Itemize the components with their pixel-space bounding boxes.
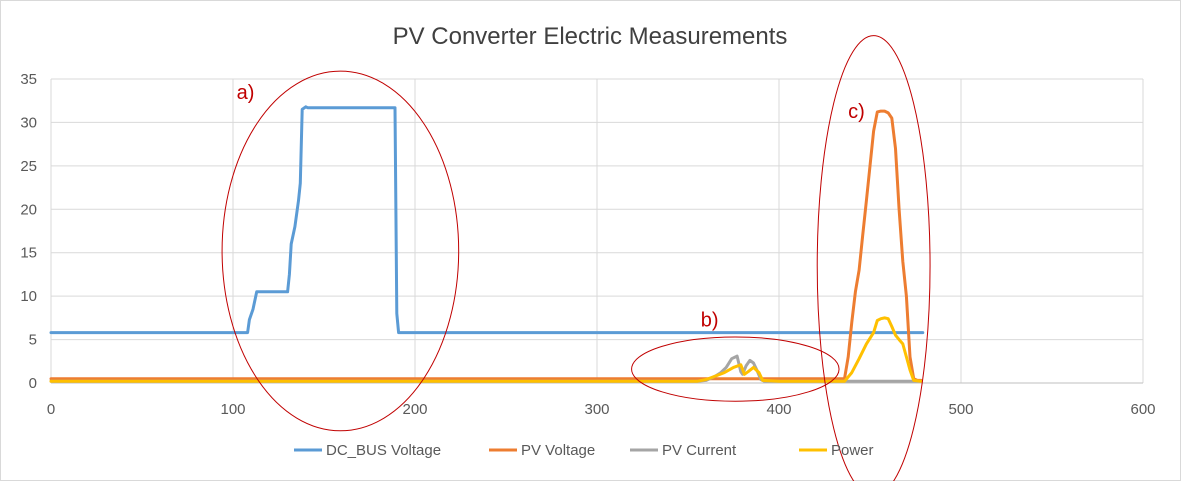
x-tick-label: 100 bbox=[220, 401, 245, 418]
x-tick-label: 600 bbox=[1130, 401, 1155, 418]
annotation-ellipse bbox=[631, 336, 840, 402]
y-tick-label: 0 bbox=[29, 375, 37, 392]
legend-label-pv-current: PV Current bbox=[662, 442, 737, 459]
annotation-label: b) bbox=[701, 310, 719, 332]
x-axis-ticks: 0 100 200 300 400 500 600 bbox=[47, 401, 1156, 418]
y-tick-label: 5 bbox=[29, 332, 37, 349]
y-tick-label: 20 bbox=[20, 201, 37, 218]
legend-label-dc-bus-voltage: DC_BUS Voltage bbox=[326, 442, 441, 459]
series-line-dc-bus-voltage bbox=[49, 105, 925, 335]
series-lines bbox=[49, 105, 925, 383]
legend: DC_BUS Voltage PV Voltage PV Current Power bbox=[294, 442, 874, 459]
series-line-pv-voltage bbox=[49, 109, 923, 382]
y-tick-label: 25 bbox=[20, 158, 37, 175]
chart-title: PV Converter Electric Measurements bbox=[393, 23, 788, 50]
annotation-ellipse bbox=[221, 70, 460, 432]
legend-label-pv-voltage: PV Voltage bbox=[521, 442, 595, 459]
annotation-label: c) bbox=[848, 101, 865, 123]
x-tick-label: 500 bbox=[948, 401, 973, 418]
x-tick-label: 400 bbox=[766, 401, 791, 418]
grid bbox=[51, 78, 1144, 383]
series-line-power bbox=[49, 316, 923, 383]
x-tick-label: 0 bbox=[47, 401, 55, 418]
y-axis-ticks: 0 5 10 15 20 25 30 35 bbox=[20, 71, 37, 392]
annotations: a) b) c) bbox=[221, 35, 931, 481]
y-tick-label: 35 bbox=[20, 71, 37, 88]
y-tick-label: 30 bbox=[20, 114, 37, 131]
y-tick-label: 10 bbox=[20, 288, 37, 305]
x-tick-label: 300 bbox=[584, 401, 609, 418]
annotation-ellipse bbox=[816, 35, 931, 481]
x-tick-label: 200 bbox=[402, 401, 427, 418]
y-tick-label: 15 bbox=[20, 245, 37, 262]
annotation-label: a) bbox=[237, 82, 255, 104]
legend-label-power: Power bbox=[831, 442, 874, 459]
